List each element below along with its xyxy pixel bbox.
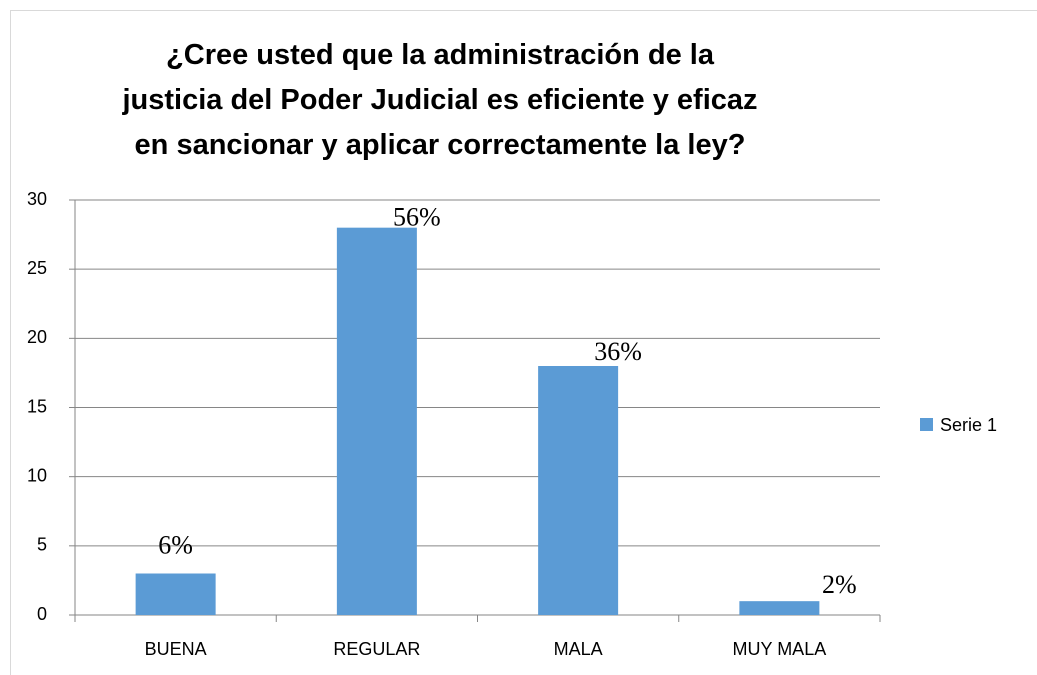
x-tick-label: MUY MALA bbox=[733, 639, 827, 659]
x-tick-label: REGULAR bbox=[333, 639, 420, 659]
y-tick-label: 25 bbox=[27, 258, 47, 278]
bar bbox=[135, 573, 216, 615]
y-tick-label: 20 bbox=[27, 327, 47, 347]
bar-annotation: 6% bbox=[158, 530, 193, 559]
y-tick-label: 0 bbox=[37, 604, 47, 624]
bar-annotation: 36% bbox=[594, 337, 642, 366]
legend-label: Serie 1 bbox=[940, 415, 997, 435]
legend-swatch bbox=[920, 418, 933, 431]
chart-title: ¿Cree usted que la administración de la … bbox=[122, 39, 758, 161]
bar bbox=[538, 366, 619, 615]
y-tick-label: 30 bbox=[27, 189, 47, 209]
x-tick-label: BUENA bbox=[145, 639, 207, 659]
bar bbox=[739, 601, 820, 615]
x-tick-label: MALA bbox=[554, 639, 603, 659]
y-tick-label: 10 bbox=[27, 465, 47, 485]
bar-annotation: 2% bbox=[822, 570, 857, 599]
bar-annotation: 56% bbox=[393, 203, 441, 232]
y-tick-label: 15 bbox=[27, 396, 47, 416]
bar bbox=[336, 227, 417, 615]
y-tick-label: 5 bbox=[37, 535, 47, 555]
